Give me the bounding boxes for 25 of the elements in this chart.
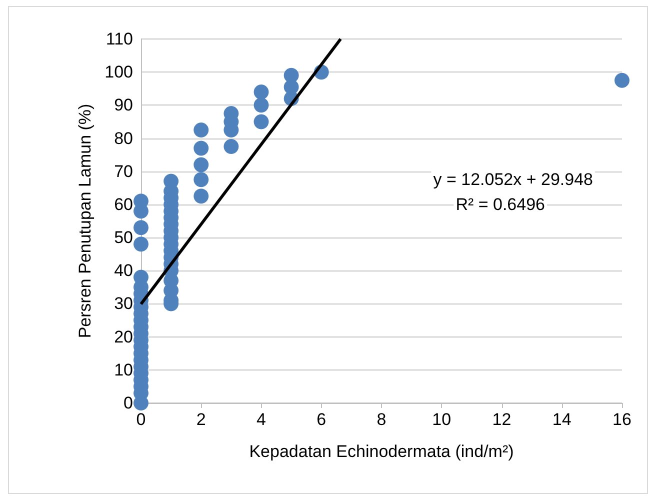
y-axis-title: Persren Penutupan Lamun (%) [76,104,95,338]
x-tick-label: 0 [136,410,146,429]
x-axis-title: Kepadatan Echinodermata (ind/m²) [249,442,514,461]
y-tick-label: 110 [106,30,133,48]
x-tick-label: 2 [196,410,206,429]
x-tick-label: 16 [612,410,632,429]
x-tick-label: 10 [432,410,452,429]
y-tick-label: 30 [114,294,133,314]
y-tick-label: 90 [114,96,133,115]
annotation: y = 12.052x + 29.948 [433,170,594,189]
y-tick-label: 0 [124,394,133,412]
x-tick-label: 6 [316,410,326,429]
y-tick-label: 100 [104,62,133,82]
x-tick-label: 14 [552,410,572,429]
x-tick-label: 4 [256,410,266,429]
y-tick-label: 80 [114,128,133,148]
y-tick-label: 40 [114,261,133,280]
x-tick-label: 8 [376,410,386,429]
y-tick-label: 10 [114,360,133,380]
y-tick-label: 60 [114,194,133,214]
y-tick-label: 70 [114,162,133,181]
annotation: R² = 0.6496 [456,195,546,214]
x-tick-label: 12 [492,410,512,429]
y-tick-label: 20 [114,327,133,346]
y-tick-label: 50 [114,228,133,248]
